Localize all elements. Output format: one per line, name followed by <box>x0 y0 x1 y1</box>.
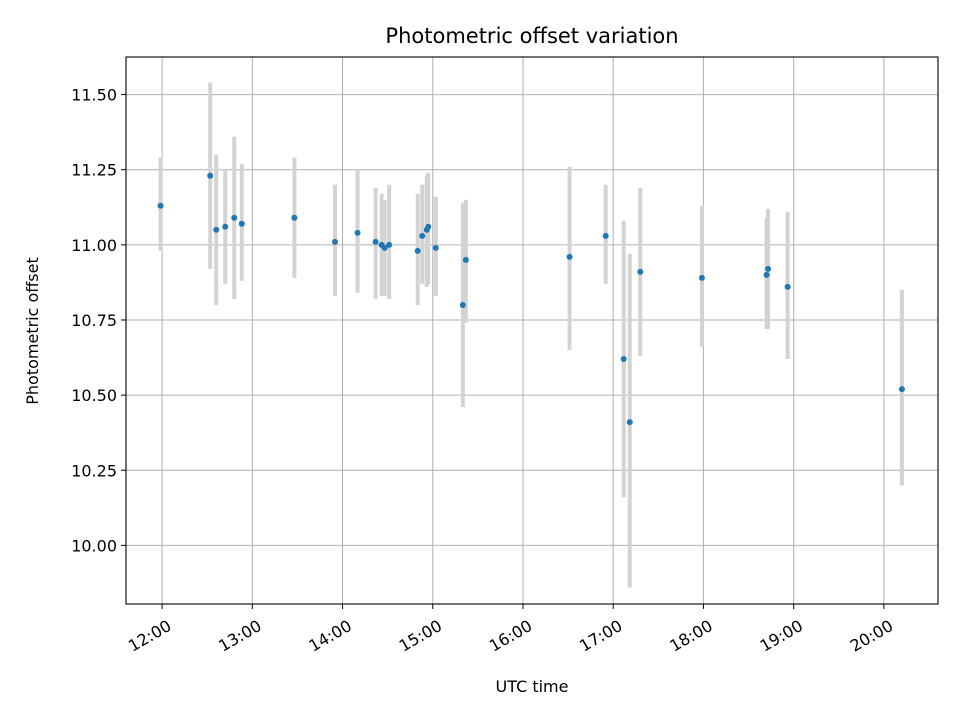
data-point <box>207 172 214 179</box>
data-point <box>626 419 633 426</box>
data-point <box>784 283 791 290</box>
data-point <box>372 238 379 245</box>
data-point <box>213 226 220 233</box>
y-tick-label: 10.75 <box>71 311 117 330</box>
data-point <box>414 247 421 254</box>
data-points <box>157 172 905 426</box>
x-axis-label: UTC time <box>496 677 569 696</box>
data-point <box>291 214 298 221</box>
data-point <box>419 232 426 239</box>
data-point <box>432 244 439 251</box>
y-tick-label: 10.00 <box>71 536 117 555</box>
data-point <box>332 238 339 245</box>
y-axis-label: Photometric offset <box>23 257 42 405</box>
y-tick-label: 11.50 <box>71 86 117 105</box>
data-point <box>566 253 573 260</box>
plot-frame <box>125 56 939 605</box>
y-tick-label: 11.00 <box>71 236 117 255</box>
y-axis-ticks: 10.00 10.25 10.50 10.75 11.00 11.25 11.50 <box>71 86 126 555</box>
data-point <box>620 356 627 363</box>
y-tick-label: 10.50 <box>71 386 117 405</box>
data-point <box>698 274 705 281</box>
data-point <box>425 223 432 230</box>
data-point <box>238 220 245 227</box>
data-point <box>765 265 772 272</box>
grid-lines <box>126 57 938 604</box>
data-point <box>231 214 238 221</box>
data-point <box>898 386 905 393</box>
data-point <box>354 229 361 236</box>
data-point <box>602 232 609 239</box>
data-point <box>637 268 644 275</box>
data-point <box>157 202 164 209</box>
y-tick-label: 11.25 <box>71 161 117 180</box>
data-point <box>763 271 770 278</box>
y-tick-label: 10.25 <box>71 461 117 480</box>
data-point <box>386 241 393 248</box>
data-point <box>381 244 388 251</box>
data-point <box>222 223 229 230</box>
data-point <box>462 256 469 263</box>
chart-title: Photometric offset variation <box>385 24 678 48</box>
data-point <box>459 301 466 308</box>
